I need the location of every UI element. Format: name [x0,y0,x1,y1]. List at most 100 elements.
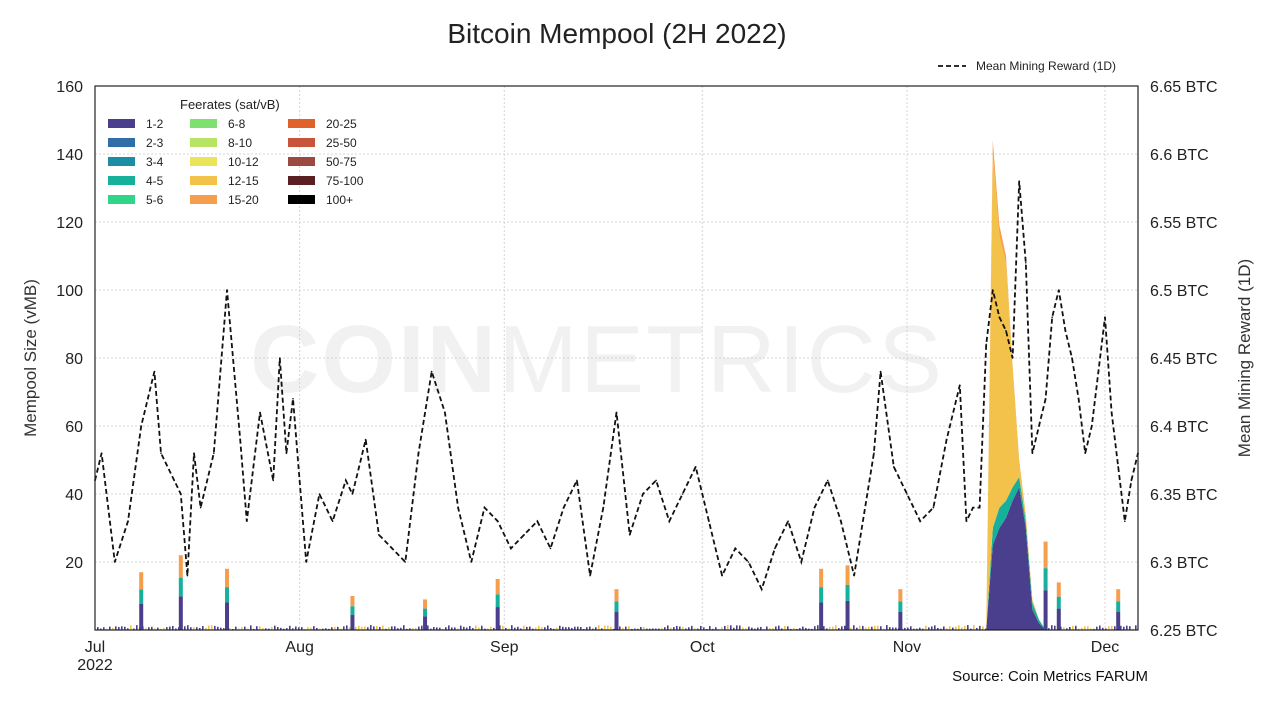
reward-point [1051,316,1053,319]
mempool-spike-15-20 [614,589,619,602]
reward-point [523,534,525,536]
mempool-noise-bar [736,625,738,630]
legend-label: 25-50 [326,136,357,150]
mempool-noise-bar [862,625,864,630]
mempool-noise-bar [550,628,552,630]
mempool-noise-bar [178,627,180,630]
legend-label: 1-2 [146,117,164,131]
mempool-noise-bar [1126,625,1128,630]
mempool-noise-bar [724,625,726,630]
mempool-spike-1-2 [350,614,355,630]
reward-point [562,506,565,509]
legend-label: 5-6 [146,193,164,207]
mempool-noise-bar [547,625,549,630]
reward-point [1090,425,1093,427]
mempool-noise-bar [1111,625,1113,630]
reward-point [1071,357,1073,359]
mempool-spike-4-5 [139,589,144,604]
reward-point [285,452,288,455]
reward-point [199,506,202,509]
mempool-noise-bar [565,627,567,630]
mempool-noise-bar [1063,627,1065,630]
mempool-noise-bar [913,628,915,630]
mempool-noise-bar [454,627,456,630]
mempool-noise-bar [316,627,318,630]
legend-swatch [190,195,217,204]
reward-point [259,411,261,414]
reward-point [318,493,321,495]
mempool-noise-bar [907,627,909,630]
mempool-noise-bar [856,627,858,630]
mempool-noise-bar [163,628,165,630]
mempool-noise-bar [175,628,177,630]
mempool-noise-bar [676,625,678,630]
chart-title: Bitcoin Mempool (2H 2022) [447,18,787,49]
mempool-noise-bar [658,628,660,630]
reward-point [1011,357,1014,359]
reward-line [94,180,1139,592]
mempool-noise-bar [286,628,288,630]
legend-label: 4-5 [146,174,164,188]
mempool-noise-bar [103,627,105,630]
mempool-noise-bar [265,628,267,630]
mempool-noise-bar [106,628,108,630]
mempool-noise-bar [418,626,420,630]
mempool-noise-bar [1054,625,1056,630]
mempool-noise-bar [256,626,258,630]
mempool-noise-bar [517,626,519,630]
mempool-noise-bar [940,628,942,630]
legend: Feerates (sat/vB) 1-2 2-3 3-4 4-5 5-6 6-8 8-10 1… [108,97,364,207]
mempool-noise-bar [595,627,597,630]
mempool-noise-bar [190,627,192,630]
x-tick-label: Oct [690,639,715,656]
mempool-noise-bar [742,627,744,630]
mempool-spike-1-2 [495,607,500,630]
mempool-noise-bar [1108,626,1110,630]
reward-point [1038,425,1040,427]
mempool-noise-bar [685,628,687,630]
mempool-noise-bar [964,626,966,630]
mempool-noise-bar [802,626,804,630]
mempool-noise-bar [556,627,558,630]
mempool-noise-bar [823,626,825,630]
mempool-noise-bar [949,626,951,630]
mempool-noise-bar [1060,626,1062,630]
mempool-noise-bar [100,628,102,630]
reward-point [655,479,657,482]
y-left-tick-label: 60 [65,419,83,436]
y-left-tick-label: 120 [56,215,83,232]
reward-point [853,574,855,577]
mempool-noise-bar [322,628,324,630]
mempool-area [97,140,1137,630]
mempool-noise-bar [508,628,510,630]
mempool-noise-bar [634,628,636,630]
mempool-noise-bar [1090,628,1092,630]
mempool-noise-bar [976,627,978,630]
mempool-noise-bar [355,627,357,630]
mempool-spike-4-5 [1043,568,1048,591]
mempool-spike-15-20 [898,589,903,602]
mempool-noise-bar [544,627,546,630]
mempool-noise-bar [619,626,621,630]
mempool-noise-bar [373,626,375,630]
mempool-noise-bar [154,628,156,630]
plot-frame [94,85,1139,631]
mempool-noise-bar [484,628,486,630]
mempool-spike-15-20 [423,599,428,609]
mempool-noise-bar [817,625,819,630]
mempool-noise-bar [805,627,807,630]
reward-point [589,574,591,577]
reward-point [279,357,281,359]
x-tick-label: Nov [893,639,921,656]
reward-point [576,479,578,482]
mempool-noise-bar [541,627,543,630]
mempool-noise-bar [460,625,462,630]
reward-point [906,493,908,495]
mempool-noise-bar [649,628,651,630]
legend-label: 75-100 [326,174,364,188]
y-left-tick-label: 40 [65,487,83,504]
mempool-noise-bar [865,627,867,630]
watermark: COINMETRICS [250,306,942,413]
legend-label: 8-10 [228,136,252,150]
mempool-noise-bar [751,627,753,630]
